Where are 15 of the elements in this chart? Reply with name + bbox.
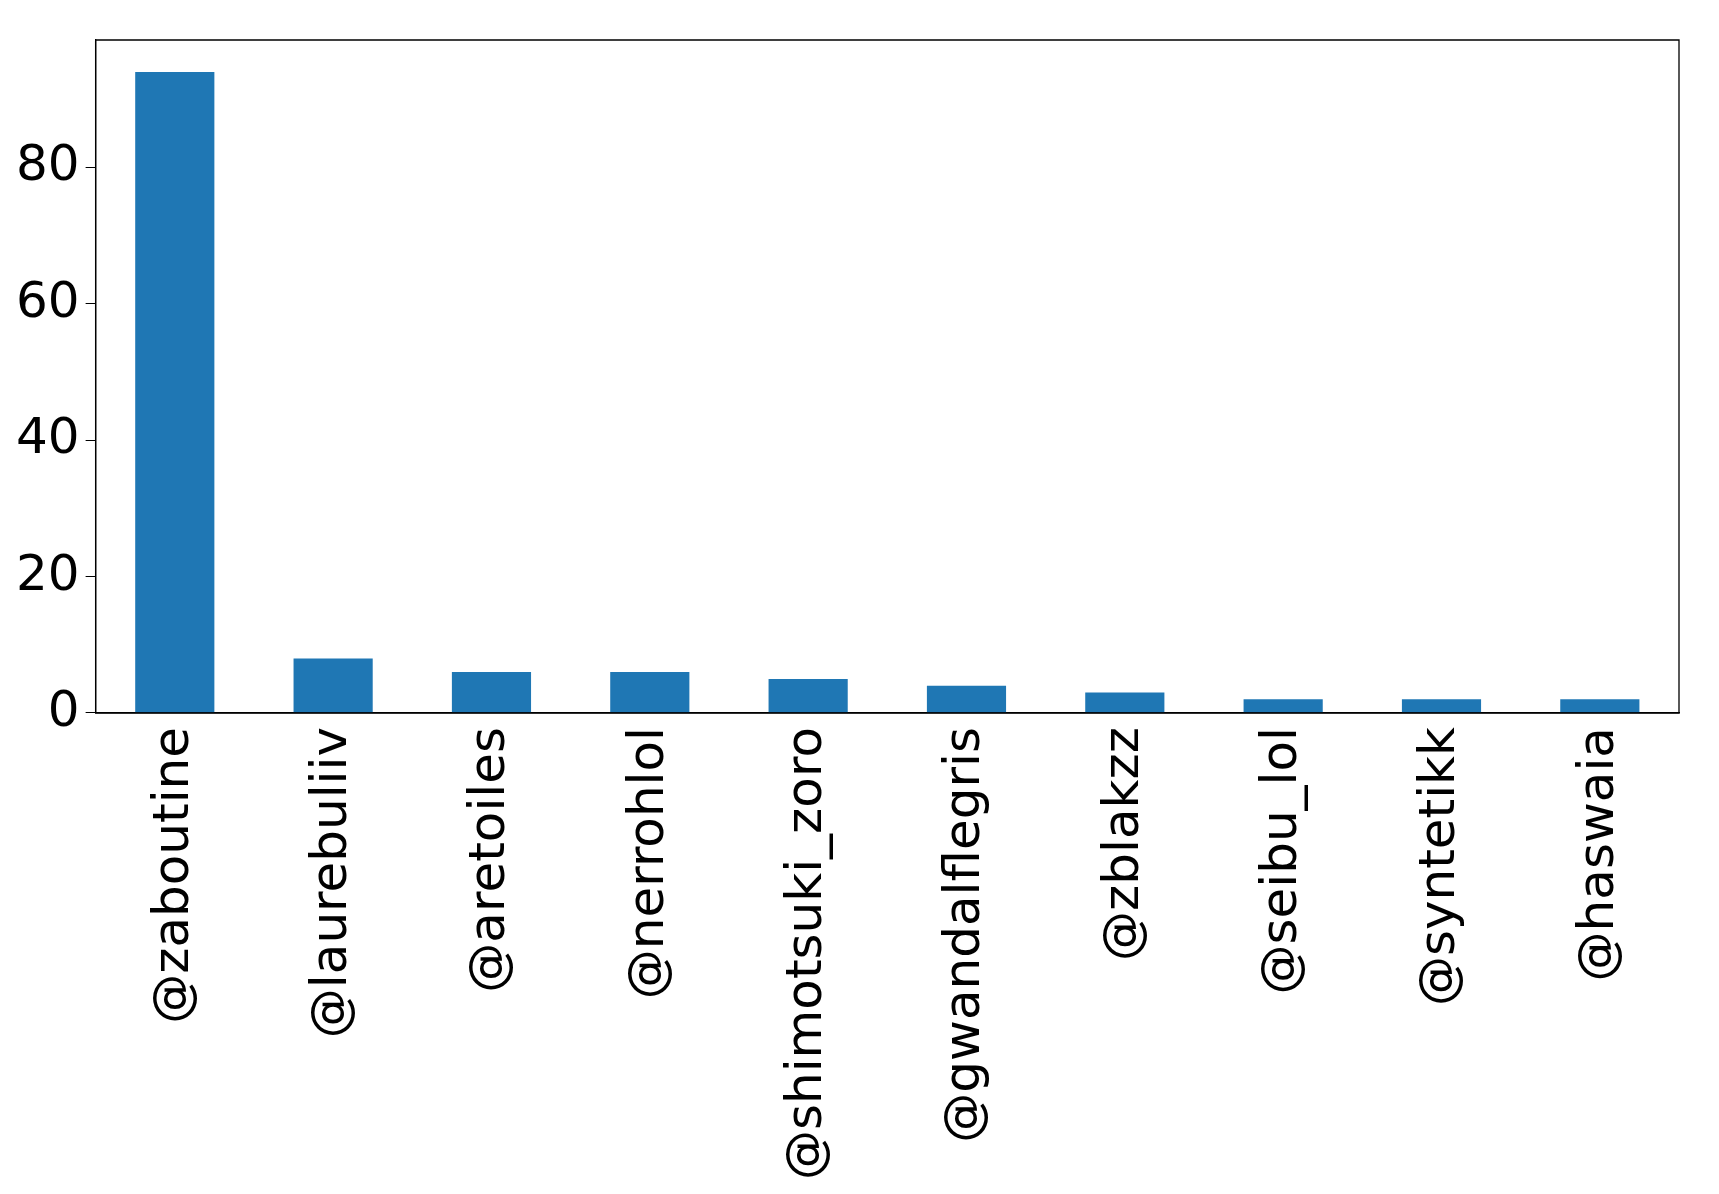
x-tick-label: @zaboutine: [141, 727, 200, 1024]
y-tick-label: 80: [16, 134, 80, 193]
x-tick-label: @gwandalflegris: [933, 727, 992, 1143]
y-tick-label: 0: [47, 679, 80, 738]
x-tick-label: @zblakzz: [1091, 727, 1150, 961]
y-tick-label: 40: [16, 407, 80, 466]
y-tick-label: 20: [16, 543, 80, 602]
y-tick-label: 60: [16, 270, 80, 329]
x-tick-label: @nerrohlol: [616, 727, 675, 1000]
x-tick-label: @seibu_lol: [1250, 727, 1309, 995]
x-tick-label: @laurebuliiv: [300, 727, 359, 1039]
x-tick-label: @syntetikk: [1408, 726, 1467, 1007]
x-tick-label: @shimotsuki_zoro: [775, 727, 834, 1181]
x-tick-label: @aretoiles: [458, 727, 517, 993]
x-tick-label: @haswaia: [1566, 727, 1625, 982]
